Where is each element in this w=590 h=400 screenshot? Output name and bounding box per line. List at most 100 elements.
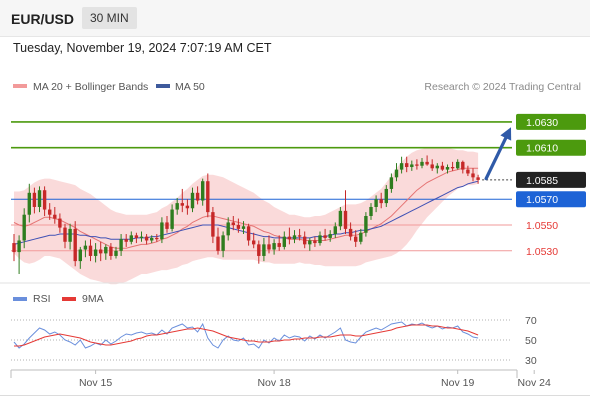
candle-body: [262, 244, 266, 256]
candle-body: [124, 239, 128, 242]
candle-body: [338, 210, 343, 227]
x-axis-labels: Nov 15 Nov 18 Nov 19 Nov 24: [79, 370, 551, 389]
candle-body: [139, 236, 144, 238]
candle-body: [109, 246, 113, 256]
rsi-panel: 70 50 30: [11, 315, 537, 367]
ma20-legend-label: MA 20 + Bollinger Bands: [33, 81, 148, 93]
candle-body: [318, 235, 322, 244]
candle-body: [405, 163, 409, 168]
rsi-legend-label: RSI: [33, 293, 51, 305]
candle-body: [42, 190, 47, 210]
credit-text: Research © 2024 Trading Central: [424, 81, 581, 93]
candle-body: [374, 199, 378, 207]
candle-body: [359, 232, 363, 242]
rsi-line: [13, 321, 479, 349]
symbol-title: EUR/USD: [11, 11, 75, 27]
candle-body: [369, 206, 373, 216]
candle-body: [144, 236, 149, 241]
candle-body: [277, 243, 281, 247]
candle-body: [88, 245, 93, 256]
projection: [484, 127, 512, 181]
candle-body: [236, 225, 241, 229]
candle-body: [445, 167, 450, 170]
chart-header: EUR/USD 30 MIN: [0, 0, 590, 37]
ma20-legend-swatch: [13, 84, 27, 88]
ma50-legend-swatch: [156, 84, 170, 88]
candle-body: [323, 235, 327, 238]
candle-body: [83, 245, 88, 250]
rsi-legend-swatch: [13, 297, 27, 301]
candle-body: [134, 235, 139, 238]
candle-body: [63, 227, 67, 242]
candle-body: [420, 161, 424, 166]
candle-body: [114, 250, 118, 256]
candle-body: [27, 192, 31, 215]
ma50-line: [13, 180, 479, 245]
candle-body: [476, 177, 480, 180]
ma9-legend-swatch: [62, 297, 76, 301]
candle-body: [252, 240, 256, 245]
candle-body: [211, 212, 215, 237]
candle-body: [175, 203, 179, 210]
moving-averages: [13, 167, 479, 249]
candle-body: [430, 164, 434, 169]
candle-body: [17, 240, 21, 253]
support-minor-label: 1.0530: [526, 246, 558, 258]
rsi-legend: RSI 9MA: [13, 293, 104, 305]
candle-body: [303, 236, 307, 245]
projection-arrow-head: [500, 127, 512, 141]
resistance-label-box: [516, 113, 586, 130]
candle-body: [282, 236, 286, 247]
support-label-box: [516, 191, 586, 208]
candle-body: [12, 243, 16, 253]
candle-body: [32, 192, 37, 207]
candle-body: [461, 161, 465, 170]
candle-body: [246, 226, 251, 241]
candle-body: [440, 165, 445, 170]
bottom-rule: [0, 395, 590, 396]
ma9-legend-label: 9MA: [82, 293, 104, 305]
candle-body: [201, 181, 205, 201]
rsi-tick-label: 70: [525, 315, 537, 327]
candle-body: [379, 199, 383, 204]
bollinger-band-fill: [14, 147, 479, 285]
candle-body: [343, 210, 348, 229]
candle-body: [160, 222, 164, 240]
candle-body: [389, 177, 394, 189]
candle-body: [48, 209, 52, 215]
x-axis: Nov 15 Nov 18 Nov 19 Nov 24: [10, 369, 551, 389]
candle-body: [297, 235, 302, 237]
support-minor-label: 1.0550: [526, 220, 558, 232]
candle-body: [226, 222, 230, 236]
candle-body: [73, 228, 77, 262]
candle-body: [415, 164, 419, 166]
candle-body: [354, 236, 358, 242]
candle-body: [22, 214, 26, 241]
candle-body: [308, 240, 312, 245]
candle-body: [53, 214, 57, 219]
candle-body: [185, 205, 190, 209]
timeframe-badge[interactable]: 30 MIN: [82, 7, 137, 29]
resistance-label: 1.0630: [526, 117, 558, 129]
candle-body: [165, 222, 169, 229]
candle-body: [257, 244, 261, 256]
candle-body: [435, 165, 439, 169]
candle-body: [104, 246, 108, 254]
rsi-ma-line: [14, 324, 479, 347]
candle-body: [190, 192, 195, 209]
candle-body: [99, 249, 103, 254]
candlesticks: [12, 155, 480, 274]
current-price-box: [516, 171, 586, 188]
price-legend: MA 20 + Bollinger Bands MA 50 Research ©…: [13, 81, 581, 93]
candle-body: [333, 226, 337, 235]
candle-body: [466, 169, 470, 174]
candle-body: [267, 244, 271, 250]
candle-body: [37, 190, 42, 207]
current-price-label: 1.0585: [526, 175, 558, 187]
candle-body: [221, 235, 225, 251]
candle-body: [425, 161, 429, 165]
candle-body: [450, 167, 455, 169]
candle-body: [78, 249, 82, 262]
candle-body: [231, 222, 235, 226]
level-labels: 1.0630 1.0610 1.0585 1.0570 1.0550 1.0530: [516, 113, 586, 258]
